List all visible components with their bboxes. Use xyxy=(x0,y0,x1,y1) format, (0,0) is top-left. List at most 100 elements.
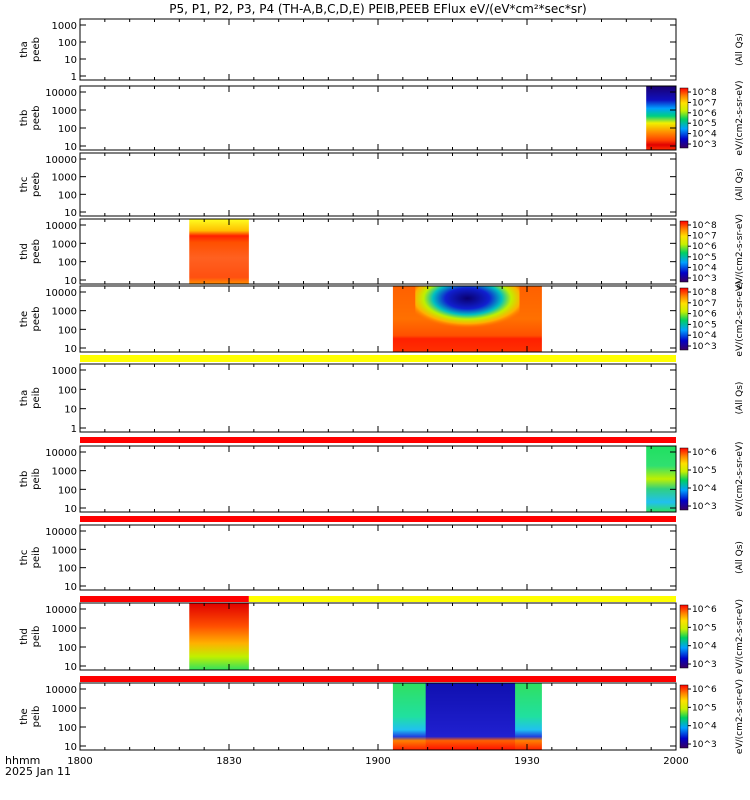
y-tick-label: 1000 xyxy=(52,21,77,32)
y-tick-label: 100 xyxy=(58,325,77,336)
y-tick-label: 10000 xyxy=(45,88,77,99)
y-tick-label: 10 xyxy=(64,55,77,66)
y-axis-probe-label: the xyxy=(19,311,30,327)
colorbar-tick-label: 10^8 xyxy=(692,288,717,298)
x-tick-label: 1900 xyxy=(365,756,390,767)
x-tick-label: 2000 xyxy=(663,756,688,767)
colorbar-unit-label: eV/(cm2-s-sr-eV) xyxy=(735,281,745,356)
status-bar-the_peib xyxy=(80,676,676,682)
colorbar-tick-label: 10^6 xyxy=(692,242,717,252)
colorbar-tick-label: 10^7 xyxy=(692,98,717,108)
colorbar-tick-label: 10^5 xyxy=(692,320,717,330)
y-tick-label: 1000 xyxy=(52,173,77,184)
y-axis-probe-label: thd xyxy=(19,243,30,260)
colorbar-tick-label: 10^5 xyxy=(692,253,717,263)
colorbar-tick-label: 10^4 xyxy=(692,130,717,140)
y-tick-label: 10000 xyxy=(45,221,77,232)
colorbar-unit-label: eV/(cm2-s-sr-eV) xyxy=(735,679,745,754)
y-axis-product-label: peib xyxy=(31,387,42,409)
panel-thc_peib: 10000 1000 100 10 thc peib (All Qs) xyxy=(19,516,745,593)
y-tick-label: 10000 xyxy=(45,448,77,459)
y-axis-product-label: peeb xyxy=(31,307,42,332)
y-axis-product-label: peeb xyxy=(31,172,42,197)
colorbar-tick-label: 10^5 xyxy=(692,466,717,476)
y-axis-probe-label: thd xyxy=(19,628,30,645)
panel-the_peib: 10000 1000 100 10 the peib 10^6 10^5 10^4 10^3 eV/… xyxy=(19,676,745,754)
colorbar-unit-label: eV/(cm2-s-sr-eV) xyxy=(735,599,745,674)
y-tick-label: 1000 xyxy=(52,239,77,250)
colorbar-tick-label: 10^4 xyxy=(692,484,717,494)
data-block-thb_peib xyxy=(646,446,676,512)
footer-time-label: hhmm xyxy=(5,754,41,767)
status-bar-thd_peib-yellow xyxy=(248,596,676,602)
colorbar-thb_peeb xyxy=(679,87,689,149)
y-tick-label: 10 xyxy=(64,504,77,515)
y-tick-label: 10 xyxy=(64,742,77,753)
colorbar-tick-label: 10^3 xyxy=(692,502,717,512)
y-axis-probe-label: thb xyxy=(19,110,30,127)
colorbar-tick-label: 10^3 xyxy=(692,660,717,670)
y-tick-label: 10 xyxy=(64,208,77,219)
panel-thb_peib: 10000 1000 100 10 thb peib 10^6 10^5 10^4 10^3 eV/… xyxy=(19,437,745,517)
colorbar-tick-label: 10^5 xyxy=(692,623,717,633)
y-axis-probe-label: thc xyxy=(19,177,30,193)
y-tick-label: 10000 xyxy=(45,155,77,166)
panel-frame-thc_peib xyxy=(79,524,677,591)
y-tick-label: 100 xyxy=(58,723,77,734)
colorbar-tick-label: 10^8 xyxy=(692,221,717,231)
y-axis-product-label: peib xyxy=(31,626,42,648)
status-bar-thd_peib-red xyxy=(80,596,249,602)
colorbar-tick-label: 10^3 xyxy=(692,342,717,352)
y-axis-probe-label: thb xyxy=(19,471,30,488)
colorbar-tick-label: 10^6 xyxy=(692,685,717,695)
status-bar-thc_peib xyxy=(80,516,676,522)
panel-frame-thc_peeb xyxy=(79,152,677,217)
y-tick-label: 100 xyxy=(58,124,77,135)
figure-title: P5, P1, P2, P3, P4 (TH-A,B,C,D,E) PEIB,P… xyxy=(169,2,587,16)
data-core-the_peeb xyxy=(415,286,520,336)
y-tick-label: 1000 xyxy=(52,545,77,556)
y-axis-product-label: peeb xyxy=(31,37,42,62)
panel-frame-tha_peeb xyxy=(79,18,677,81)
panel-frame-thb_peeb xyxy=(79,85,677,151)
data-block-thb_peeb xyxy=(646,86,676,150)
y-tick-label: 10000 xyxy=(45,685,77,696)
y-tick-label: 100 xyxy=(58,385,77,396)
colorbar-unit-label: (All Qs) xyxy=(735,33,745,66)
colorbar-unit-label: (All Qs) xyxy=(735,541,745,574)
panel-frame-the_peib xyxy=(79,682,677,751)
colorbar-tick-label: 10^4 xyxy=(692,331,717,341)
panel-frame-thd_peeb xyxy=(79,218,677,285)
colorbar-thd_peeb xyxy=(679,220,689,283)
y-axis-product-label: peeb xyxy=(31,239,42,264)
y-tick-label: 100 xyxy=(58,485,77,496)
panel-thd_peib: 10000 1000 100 10 thd peib 10^6 10^5 10^4 10^3 eV/… xyxy=(19,596,745,674)
y-tick-label: 1000 xyxy=(52,106,77,117)
y-axis-probe-label: tha xyxy=(19,41,30,57)
colorbar-tick-label: 10^3 xyxy=(692,140,717,150)
y-tick-label: 10000 xyxy=(45,605,77,616)
y-tick-label: 1000 xyxy=(52,624,77,635)
colorbar-tick-label: 10^3 xyxy=(692,274,717,284)
y-tick-label: 1000 xyxy=(52,366,77,377)
y-axis-probe-label: thc xyxy=(19,550,30,566)
colorbar-tick-label: 10^6 xyxy=(692,109,717,119)
y-tick-label: 100 xyxy=(58,564,77,575)
y-tick-label: 100 xyxy=(58,190,77,201)
y-tick-label: 1000 xyxy=(52,307,77,318)
panel-frame-the_peeb xyxy=(79,285,677,353)
y-tick-label: 10 xyxy=(64,276,77,287)
data-core-the_peib xyxy=(425,683,516,750)
y-axis-probe-label: the xyxy=(19,708,30,724)
colorbar-thb_peib xyxy=(679,447,689,511)
panel-tha_peib: 1000 100 10 1 tha peib (All Qs) xyxy=(19,355,745,435)
colorbar-unit-label: eV/(cm2-s-sr-eV) xyxy=(735,214,745,289)
y-tick-label: 1000 xyxy=(52,467,77,478)
panel-frame-tha_peib xyxy=(79,363,677,433)
colorbar-tick-label: 10^6 xyxy=(692,310,717,320)
colorbar-tick-label: 10^4 xyxy=(692,263,717,273)
colorbar-tick-label: 10^6 xyxy=(692,605,717,615)
